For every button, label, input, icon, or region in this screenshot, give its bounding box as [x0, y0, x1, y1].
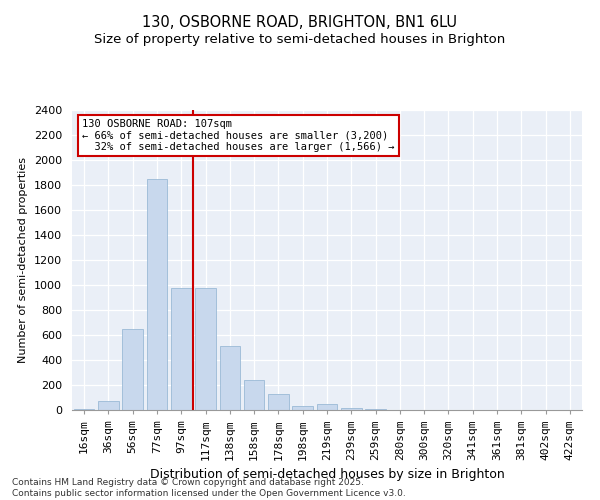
X-axis label: Distribution of semi-detached houses by size in Brighton: Distribution of semi-detached houses by …: [149, 468, 505, 481]
Text: 130, OSBORNE ROAD, BRIGHTON, BN1 6LU: 130, OSBORNE ROAD, BRIGHTON, BN1 6LU: [143, 15, 458, 30]
Y-axis label: Number of semi-detached properties: Number of semi-detached properties: [19, 157, 28, 363]
Bar: [244, 380, 265, 410]
Bar: [146, 179, 167, 410]
Bar: [317, 404, 337, 410]
Bar: [341, 408, 362, 410]
Bar: [98, 401, 119, 410]
Text: Size of property relative to semi-detached houses in Brighton: Size of property relative to semi-detach…: [94, 32, 506, 46]
Bar: [171, 288, 191, 410]
Bar: [365, 409, 386, 410]
Bar: [292, 406, 313, 410]
Bar: [220, 346, 240, 410]
Bar: [122, 329, 143, 410]
Bar: [195, 288, 216, 410]
Bar: [268, 394, 289, 410]
Text: Contains HM Land Registry data © Crown copyright and database right 2025.
Contai: Contains HM Land Registry data © Crown c…: [12, 478, 406, 498]
Text: 130 OSBORNE ROAD: 107sqm
← 66% of semi-detached houses are smaller (3,200)
  32%: 130 OSBORNE ROAD: 107sqm ← 66% of semi-d…: [82, 119, 395, 152]
